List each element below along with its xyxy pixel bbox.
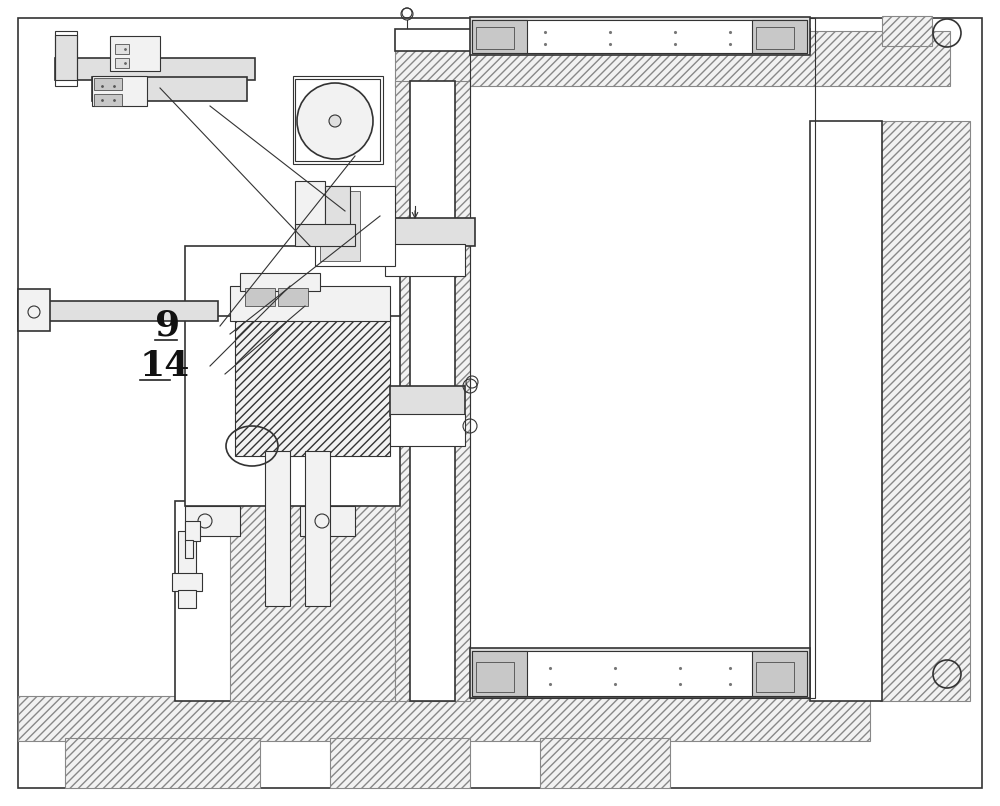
- Bar: [472, 651, 527, 696]
- Bar: [752, 20, 807, 53]
- Bar: [115, 58, 129, 68]
- Bar: [390, 414, 465, 446]
- Bar: [65, 738, 260, 788]
- Polygon shape: [230, 316, 395, 701]
- Bar: [756, 662, 794, 692]
- Bar: [55, 31, 77, 86]
- Bar: [178, 531, 196, 576]
- Polygon shape: [235, 316, 390, 456]
- Text: 14: 14: [140, 349, 190, 383]
- Bar: [110, 36, 160, 71]
- Bar: [472, 651, 807, 696]
- Bar: [115, 44, 129, 54]
- Bar: [385, 244, 465, 276]
- Bar: [810, 121, 882, 701]
- Bar: [230, 286, 390, 321]
- Bar: [295, 224, 355, 246]
- Bar: [540, 738, 670, 788]
- Bar: [476, 27, 514, 49]
- Bar: [295, 181, 325, 226]
- Bar: [410, 81, 455, 701]
- Bar: [185, 521, 200, 541]
- Bar: [472, 20, 807, 53]
- Bar: [470, 648, 810, 698]
- Bar: [390, 386, 465, 416]
- Bar: [185, 306, 400, 506]
- Bar: [472, 20, 527, 53]
- Bar: [185, 540, 193, 558]
- Bar: [278, 288, 308, 306]
- Bar: [330, 738, 470, 788]
- Bar: [55, 58, 255, 80]
- Bar: [315, 186, 395, 266]
- Bar: [476, 662, 514, 692]
- Bar: [240, 273, 320, 291]
- Bar: [320, 191, 360, 261]
- Bar: [295, 79, 380, 161]
- Bar: [94, 78, 122, 90]
- Bar: [92, 76, 147, 106]
- Bar: [92, 77, 247, 101]
- Bar: [470, 18, 815, 698]
- Bar: [882, 16, 932, 46]
- Bar: [94, 94, 122, 106]
- Circle shape: [329, 115, 341, 127]
- Bar: [293, 76, 383, 164]
- Bar: [880, 121, 970, 701]
- Bar: [325, 186, 350, 241]
- Bar: [305, 451, 330, 606]
- Bar: [756, 27, 794, 49]
- Bar: [395, 29, 810, 51]
- Bar: [395, 31, 950, 86]
- Bar: [395, 81, 470, 701]
- Bar: [55, 35, 77, 80]
- Bar: [18, 289, 50, 331]
- Bar: [175, 501, 400, 701]
- Bar: [178, 590, 196, 608]
- Bar: [185, 506, 240, 536]
- Bar: [385, 218, 475, 246]
- Bar: [245, 288, 275, 306]
- Bar: [300, 506, 355, 536]
- Bar: [265, 451, 290, 606]
- Bar: [185, 246, 400, 316]
- Text: 9: 9: [155, 309, 180, 343]
- Bar: [18, 301, 218, 321]
- Bar: [172, 573, 202, 591]
- Circle shape: [297, 83, 373, 159]
- Bar: [470, 17, 810, 55]
- Bar: [752, 651, 807, 696]
- Bar: [18, 696, 870, 741]
